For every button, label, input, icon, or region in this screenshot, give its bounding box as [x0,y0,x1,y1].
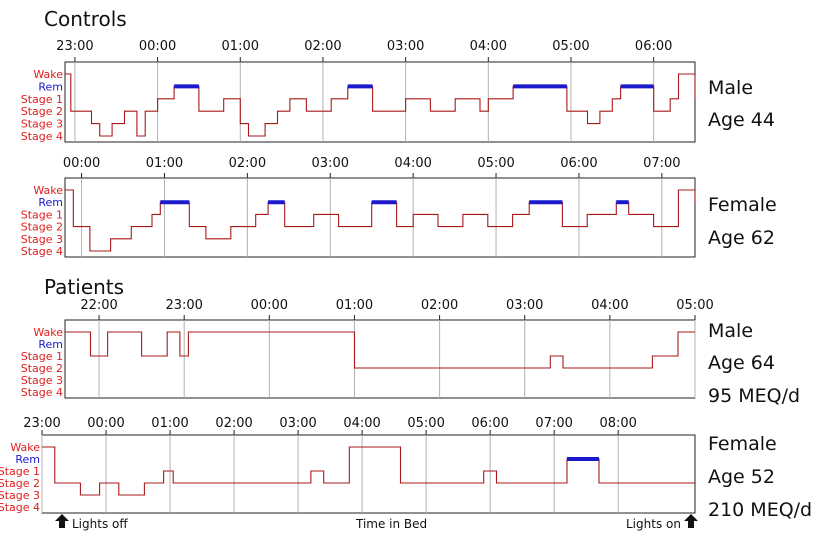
panel-patient-male: 22:00 23:00 00:00 01:00 02:00 03:00 04:00 05:00… [21,298,800,407]
panel-info-text: 210 MEQ/d [708,499,812,521]
time-tick-label: 05:00 [477,156,514,171]
time-tick-label: 06:00 [471,416,508,431]
panel-info-text: Age 62 [708,227,775,249]
patients-heading: Patients [44,275,124,299]
time-tick-label: 04:00 [343,416,380,431]
hypnogram-trace [42,446,695,496]
time-tick-label: 04:00 [591,298,628,313]
controls-heading: Controls [44,7,127,31]
panel-info-text: Male [708,320,753,342]
panel-control-male: 23:00 00:00 01:00 02:00 03:00 04:00 05:00 06:00… [21,39,775,143]
time-tick-label: 06:00 [635,39,672,54]
stage-label: Stage 2 [0,477,40,490]
time-tick-label: 03:00 [279,416,316,431]
time-tick-label: 05:00 [407,416,444,431]
hypnogram-trace [65,73,696,137]
stage-label: Rem [38,196,63,209]
lights-on-marker: Lights on [626,514,698,531]
time-tick-label: 03:00 [387,39,424,54]
time-tick-label: 00:00 [87,416,124,431]
time-tick-label: 00:00 [139,39,176,54]
time-tick-label: 00:00 [251,298,288,313]
time-tick-label: 02:00 [215,416,252,431]
time-tick-label: 02:00 [304,39,341,54]
plot-frame [64,61,696,143]
panel-info-text: Age 44 [708,109,775,131]
stage-label: Stage 4 [21,245,63,258]
stage-label: Wake [33,68,63,81]
plot-frame [64,177,696,258]
panel-info-text: Female [708,194,777,216]
hypnogram-trace [65,331,695,369]
time-tick-label: 05:00 [676,298,713,313]
time-tick-label: 22:00 [80,298,117,313]
hypnogram-trace [65,189,696,252]
time-tick-label: 06:00 [560,156,597,171]
time-tick-label: 01:00 [151,416,188,431]
stage-label: Stage 1 [0,465,40,478]
stage-label: Rem [38,338,63,351]
stage-label: Rem [15,453,40,466]
time-tick-label: 23:00 [23,416,60,431]
panel-control-female: 00:00 01:00 02:00 03:00 04:00 05:00 06:00 07:00… [21,156,777,258]
time-tick-label: 01:00 [336,298,373,313]
time-tick-label: 23:00 [56,39,93,54]
time-tick-label: 01:00 [222,39,259,54]
stage-label: Stage 1 [21,93,63,106]
panel-info-text: Age 64 [708,352,775,374]
panel-patient-female: 23:00 00:00 01:00 02:00 03:00 04:00 05:00 06:00… [0,416,812,521]
panel-info-text: Female [708,433,777,455]
time-tick-label: 05:00 [552,39,589,54]
time-tick-label: 23:00 [165,298,202,313]
stage-label: Wake [33,184,63,197]
arrow-up-icon [684,514,698,528]
stage-label: Rem [38,80,63,93]
stage-label: Stage 2 [21,105,63,118]
panel-info-text: 95 MEQ/d [708,385,800,407]
time-tick-label: 02:00 [229,156,266,171]
stage-label: Wake [33,326,63,339]
time-tick-label: 04:00 [470,39,507,54]
arrow-up-icon [55,514,69,528]
time-tick-label: 07:00 [643,156,680,171]
stage-label: Stage 3 [21,374,63,387]
time-tick-label: 01:00 [146,156,183,171]
stage-label: Stage 4 [0,501,40,514]
lights-on-label: Lights on [626,517,681,531]
time-tick-label: 08:00 [599,416,636,431]
panel-info-text: Age 52 [708,466,775,488]
plot-frame [64,319,696,399]
stage-label: Stage 4 [21,386,63,399]
stage-label: Stage 1 [21,208,63,221]
stage-label: Stage 1 [21,350,63,363]
time-tick-label: 02:00 [421,298,458,313]
lights-off-label: Lights off [72,517,128,531]
panel-info-text: Male [708,77,753,99]
stage-label: Stage 4 [21,130,63,143]
stage-label: Stage 2 [21,362,63,375]
lights-off-marker: Lights off [55,514,128,531]
stage-label: Stage 2 [21,221,63,234]
time-in-bed-label: Time in Bed [355,517,427,531]
stage-label: Stage 3 [21,118,63,131]
time-tick-label: 04:00 [394,156,431,171]
time-tick-label: 03:00 [506,298,543,313]
stage-label: Stage 3 [0,489,40,502]
time-tick-label: 07:00 [535,416,572,431]
stage-label: Wake [10,441,40,454]
plot-frame [41,434,696,514]
time-tick-label: 03:00 [312,156,349,171]
stage-label: Stage 3 [21,233,63,246]
time-tick-label: 00:00 [63,156,100,171]
